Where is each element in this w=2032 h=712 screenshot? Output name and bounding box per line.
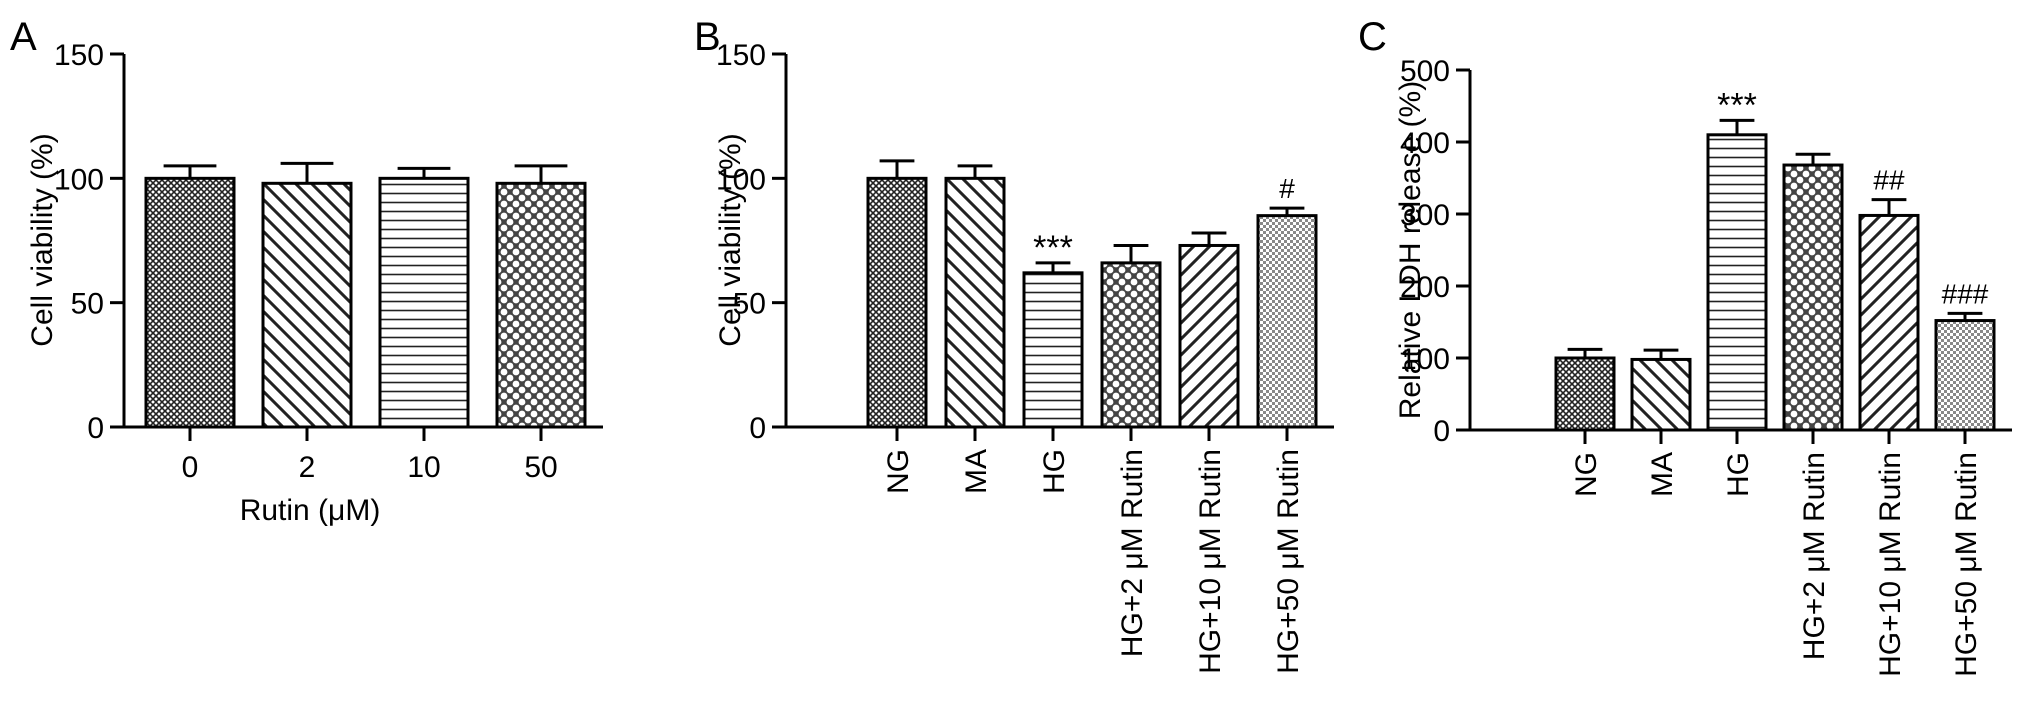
- y-tick-label: 0: [87, 412, 104, 445]
- bar: [1178, 243, 1240, 429]
- chart-panel-b: 0 50 100 150 Cell viability (%) NG MA *** HG HG+2…: [714, 39, 1334, 674]
- significance-label: ***: [1033, 229, 1073, 267]
- x-tick-label: NG: [1570, 452, 1603, 497]
- x-tick-label: 10: [407, 451, 440, 484]
- y-tick-label: 300: [1400, 199, 1450, 232]
- y-tick-label: 50: [733, 288, 766, 321]
- bar: [1022, 271, 1084, 429]
- y-tick-label: 100: [54, 163, 104, 196]
- x-tick-label: 50: [524, 451, 557, 484]
- bar: [1858, 213, 1920, 432]
- y-tick-label: 0: [1433, 415, 1450, 448]
- panel-letter-a: A: [10, 15, 37, 59]
- bar: [261, 181, 353, 429]
- y-axis-label: Relative LDH release (%): [1394, 81, 1427, 419]
- bar: [866, 176, 928, 429]
- bar: [1706, 133, 1768, 432]
- significance-label: #: [1279, 173, 1295, 204]
- bar: [1256, 214, 1318, 429]
- bar: [944, 176, 1006, 429]
- x-tick-label: MA: [1646, 452, 1679, 497]
- y-tick-label: 500: [1400, 55, 1450, 88]
- y-tick-label: 150: [716, 39, 766, 72]
- bar: [1630, 357, 1692, 432]
- y-tick-label: 100: [1400, 343, 1450, 376]
- x-tick-label: 0: [182, 451, 199, 484]
- x-tick-label: HG+50 μM Rutin: [1950, 452, 1983, 677]
- significance-label: ##: [1873, 165, 1905, 196]
- bar: [1554, 356, 1616, 432]
- bar: [495, 181, 587, 429]
- x-tick-label: HG: [1038, 449, 1071, 494]
- bar: [1100, 261, 1162, 429]
- x-tick-label: NG: [882, 449, 915, 494]
- x-tick-label: HG+10 μM Rutin: [1194, 449, 1227, 674]
- x-tick-label: HG+2 μM Rutin: [1798, 452, 1831, 660]
- bar: [378, 176, 470, 429]
- bar: [1782, 163, 1844, 432]
- y-axis-label: Cell viability (%): [714, 133, 747, 346]
- bar: [144, 176, 236, 429]
- x-axis-label: Rutin (μM): [240, 494, 381, 527]
- x-tick-label: HG+50 μM Rutin: [1272, 449, 1305, 674]
- y-tick-label: 150: [54, 39, 104, 72]
- significance-label: ***: [1717, 86, 1757, 124]
- significance-label: ###: [1942, 278, 1989, 309]
- y-tick-label: 50: [71, 288, 104, 321]
- y-axis-label: Cell viability (%): [26, 133, 59, 346]
- panel-letter-c: C: [1358, 15, 1387, 59]
- x-tick-label: HG+2 μM Rutin: [1116, 449, 1149, 657]
- y-tick-label: 400: [1400, 127, 1450, 160]
- y-tick-label: 100: [716, 163, 766, 196]
- y-tick-label: 200: [1400, 271, 1450, 304]
- bar: [1934, 319, 1996, 432]
- x-tick-label: MA: [960, 449, 993, 494]
- x-tick-label: HG: [1722, 452, 1755, 497]
- x-tick-label: 2: [299, 451, 316, 484]
- y-tick-label: 0: [749, 412, 766, 445]
- chart-panel-a: 0 50 100 150 Cell viability (%) 0 2 10 50 Rutin (…: [26, 39, 603, 527]
- x-tick-label: HG+10 μM Rutin: [1874, 452, 1907, 677]
- panel-letter-b: B: [694, 15, 721, 59]
